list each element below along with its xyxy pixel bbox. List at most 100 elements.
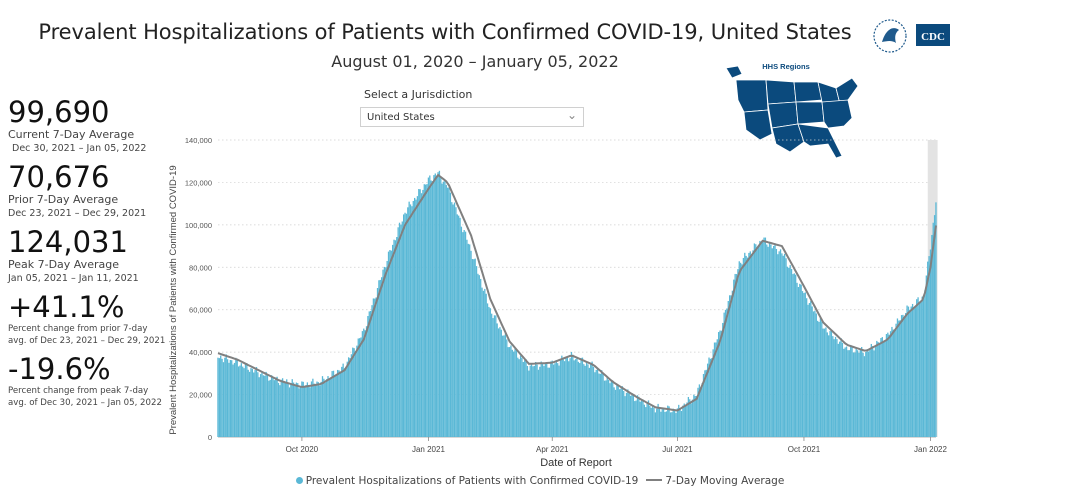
hospitalizations-chart: Prevalent Hospitalizations of Patients w… <box>168 136 948 469</box>
daily-bar <box>353 348 355 437</box>
daily-bar <box>563 361 566 437</box>
daily-bar <box>914 306 916 437</box>
daily-bar <box>691 399 694 437</box>
daily-bar <box>731 290 734 437</box>
daily-bar <box>528 370 530 437</box>
daily-bar <box>916 299 918 437</box>
daily-bar <box>789 265 791 437</box>
daily-bar <box>712 349 714 437</box>
daily-bar <box>672 408 674 437</box>
daily-bar <box>773 245 775 437</box>
daily-bar <box>316 381 318 437</box>
jurisdiction-select[interactable]: United States ⌄ <box>360 107 584 127</box>
prior-average-label: Prior 7-Day Average <box>8 193 119 206</box>
daily-bar <box>526 365 529 437</box>
daily-bar <box>339 371 342 437</box>
daily-bar <box>910 306 912 437</box>
daily-bar <box>817 320 819 437</box>
daily-bar <box>524 360 526 437</box>
daily-bar <box>888 334 890 437</box>
daily-bar <box>610 380 613 437</box>
daily-bar <box>291 379 293 437</box>
daily-bar <box>555 359 557 437</box>
daily-bar <box>764 237 767 437</box>
daily-bar <box>459 217 461 437</box>
daily-bar <box>317 382 320 437</box>
daily-bar <box>540 361 542 437</box>
daily-bar <box>255 367 258 437</box>
daily-bar <box>430 180 432 437</box>
daily-bar <box>689 399 691 437</box>
daily-bar <box>929 249 932 437</box>
daily-bar <box>412 200 414 437</box>
daily-bar <box>466 239 468 437</box>
jurisdiction-label: Select a Jurisdiction <box>364 88 473 101</box>
daily-bar <box>497 328 500 437</box>
daily-bar <box>742 257 745 437</box>
daily-bar <box>665 411 668 437</box>
daily-bar <box>811 306 813 437</box>
daily-bar <box>587 364 589 437</box>
daily-bar <box>517 357 519 437</box>
daily-bar <box>350 354 353 437</box>
daily-bar <box>925 275 927 437</box>
daily-bar <box>645 407 647 437</box>
daily-bar <box>310 381 313 437</box>
daily-bar <box>821 321 823 437</box>
daily-bar <box>371 305 373 437</box>
daily-bar <box>570 351 573 437</box>
daily-bar <box>667 405 669 437</box>
daily-bar <box>283 382 285 437</box>
daily-bar <box>551 360 553 437</box>
daily-bar <box>739 262 742 437</box>
daily-bar <box>225 354 227 437</box>
daily-bar <box>376 288 379 437</box>
daily-bar <box>375 297 377 437</box>
daily-bar <box>464 231 467 437</box>
daily-bar <box>386 260 388 437</box>
daily-bar <box>313 383 315 437</box>
daily-bar <box>314 385 317 437</box>
daily-bar <box>398 222 401 437</box>
daily-bar <box>585 362 588 437</box>
change-peak-stat: -19.6% Percent change from peak 7-day av… <box>8 353 178 409</box>
daily-bar <box>814 310 816 437</box>
daily-bar <box>518 359 520 437</box>
daily-bar <box>276 376 278 437</box>
daily-bar <box>911 303 914 437</box>
prior-average-range: Dec 23, 2021 – Dec 29, 2021 <box>8 208 147 219</box>
daily-bar <box>437 172 439 437</box>
daily-bar <box>243 368 245 437</box>
daily-bars <box>217 170 937 437</box>
daily-bar <box>870 343 872 437</box>
change-prior-note-2: avg. of Dec 23, 2021 – Dec 29, 2021 <box>8 336 166 346</box>
daily-bar <box>845 346 848 437</box>
daily-bar <box>442 181 445 437</box>
hhs-regions-map[interactable]: HHS Regions <box>724 60 872 166</box>
daily-bar <box>562 359 564 437</box>
daily-bar <box>891 326 893 437</box>
daily-bar <box>774 243 776 437</box>
daily-bar <box>651 405 654 437</box>
daily-bar <box>924 290 926 437</box>
daily-bar <box>354 350 357 437</box>
daily-bar <box>592 366 595 437</box>
daily-bar <box>727 300 729 437</box>
daily-bar <box>701 383 703 437</box>
daily-bar <box>603 380 606 437</box>
daily-bar <box>319 385 321 437</box>
daily-bar <box>330 377 332 437</box>
change-peak-value: -19.6% <box>8 352 111 386</box>
daily-bar <box>788 267 790 437</box>
daily-bar <box>631 393 633 437</box>
daily-bar <box>647 400 650 437</box>
daily-bar <box>338 370 340 437</box>
daily-bar <box>273 380 276 437</box>
daily-bar <box>873 350 875 437</box>
daily-bar <box>899 320 901 437</box>
daily-bar <box>931 234 933 437</box>
current-average-value: 99,690 <box>8 95 110 129</box>
daily-bar <box>266 374 269 437</box>
daily-bar <box>569 358 571 437</box>
daily-bar <box>741 264 743 437</box>
